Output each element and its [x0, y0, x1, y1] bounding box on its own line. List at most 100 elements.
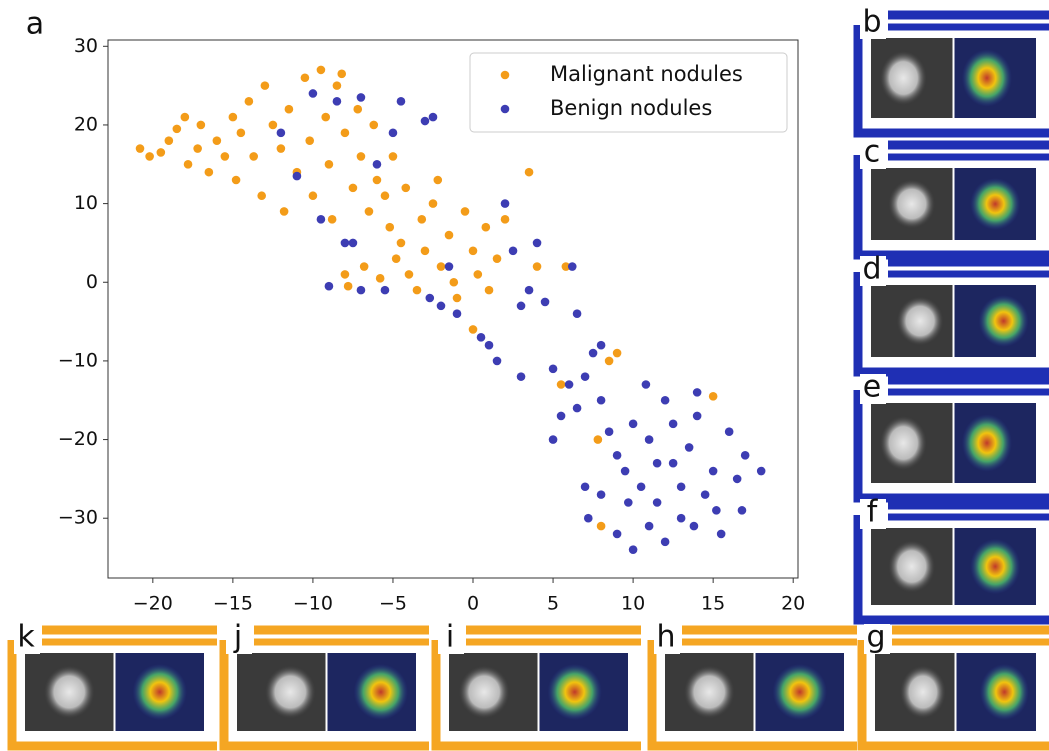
thumb-label: i — [446, 620, 454, 655]
point — [445, 231, 454, 240]
point — [584, 514, 593, 523]
point — [493, 254, 502, 263]
point — [621, 467, 630, 476]
point — [397, 239, 406, 248]
point — [501, 199, 510, 208]
ct-nodule — [880, 416, 927, 470]
point — [605, 357, 614, 366]
point — [309, 89, 318, 98]
point — [568, 262, 577, 271]
legend-marker — [501, 105, 510, 114]
point — [301, 73, 310, 82]
point — [397, 97, 406, 106]
point — [193, 144, 202, 153]
point — [693, 412, 702, 421]
point — [709, 467, 718, 476]
legend-marker — [501, 71, 510, 80]
point — [381, 286, 390, 295]
point — [341, 239, 350, 248]
point — [597, 490, 606, 499]
point — [712, 506, 721, 515]
point — [624, 498, 633, 507]
point — [417, 215, 426, 224]
point — [413, 286, 422, 295]
point — [573, 309, 582, 318]
point — [581, 372, 590, 381]
point — [429, 199, 438, 208]
point — [277, 129, 286, 138]
point — [213, 136, 222, 145]
point — [285, 105, 294, 114]
point — [525, 168, 534, 177]
point — [450, 278, 459, 287]
legend-label: Malignant nodules — [550, 62, 743, 86]
point — [509, 246, 518, 255]
point — [373, 176, 382, 185]
point — [437, 262, 446, 271]
point — [229, 113, 238, 122]
point — [349, 239, 358, 248]
point — [360, 262, 369, 271]
point — [669, 420, 678, 429]
point — [269, 121, 278, 130]
thumb-label: h — [656, 620, 675, 655]
point — [280, 207, 289, 216]
point — [221, 152, 230, 161]
point — [357, 286, 366, 295]
heatmap-blob — [980, 664, 1029, 720]
point — [305, 136, 314, 145]
point — [249, 152, 258, 161]
point — [629, 420, 638, 429]
point — [485, 286, 494, 295]
point — [482, 223, 491, 232]
point — [341, 270, 350, 279]
heatmap-blob — [979, 295, 1029, 347]
point — [157, 148, 166, 157]
point — [581, 482, 590, 491]
point — [357, 93, 366, 102]
point — [565, 380, 574, 389]
x-tick-label: −20 — [133, 593, 173, 615]
ct-nodule — [44, 666, 95, 719]
point — [385, 223, 394, 232]
ct-nodule — [888, 540, 935, 592]
point — [669, 459, 678, 468]
y-tick-label: 20 — [74, 113, 98, 135]
point — [317, 215, 326, 224]
point — [533, 239, 542, 248]
point — [365, 207, 374, 216]
point — [642, 380, 651, 389]
thumb-label: j — [233, 620, 242, 655]
point — [325, 160, 334, 169]
point — [677, 514, 686, 523]
heatmap-blob — [970, 539, 1020, 594]
point — [392, 254, 401, 263]
ct-nodule — [265, 666, 316, 719]
point — [677, 482, 686, 491]
point — [661, 538, 670, 547]
point — [445, 262, 454, 271]
point — [337, 70, 346, 79]
heatmap-blob — [133, 664, 187, 720]
point — [349, 184, 358, 193]
point — [309, 191, 318, 200]
point — [325, 282, 334, 291]
x-tick-label: 10 — [621, 593, 645, 615]
point — [389, 129, 398, 138]
point — [645, 435, 654, 444]
y-tick-label: 10 — [74, 192, 98, 214]
point — [205, 168, 214, 177]
point — [433, 176, 442, 185]
point — [353, 105, 362, 114]
point — [453, 294, 462, 303]
point — [661, 396, 670, 405]
point — [421, 117, 430, 126]
point — [381, 191, 390, 200]
y-tick-label: −30 — [58, 507, 98, 529]
point — [341, 129, 350, 138]
point — [136, 144, 145, 153]
point — [425, 294, 434, 303]
point — [757, 467, 766, 476]
point — [549, 435, 558, 444]
point — [597, 341, 606, 350]
